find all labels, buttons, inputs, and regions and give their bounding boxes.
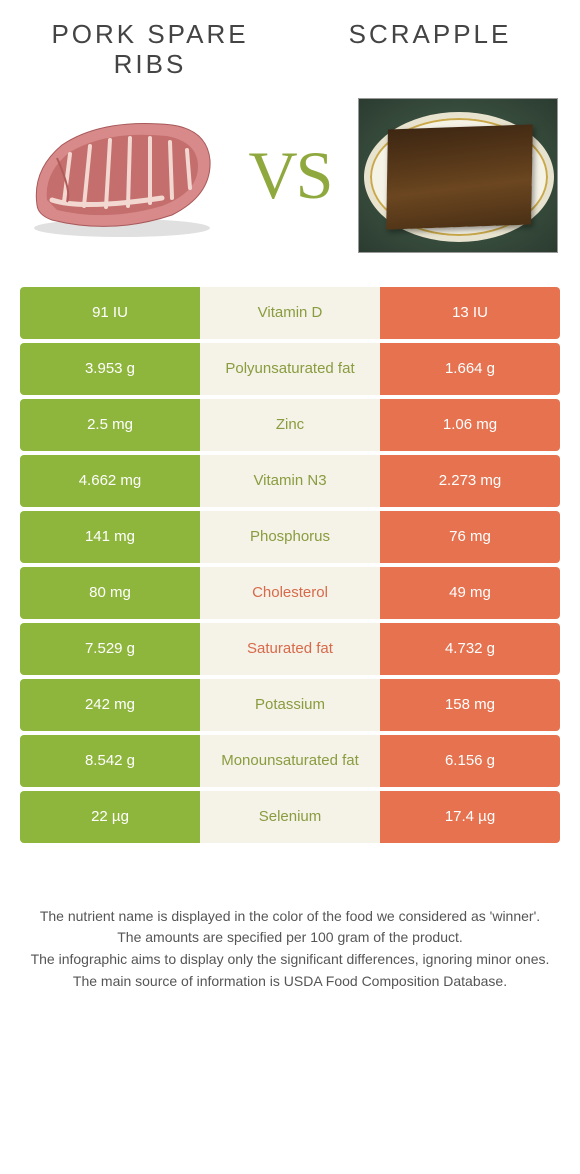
right-value: 4.732 g [380, 623, 560, 675]
left-value: 8.542 g [20, 735, 200, 787]
left-food-image [22, 98, 222, 253]
table-row: 7.529 gSaturated fat4.732 g [20, 623, 560, 675]
right-value: 1.664 g [380, 343, 560, 395]
nutrient-label: Phosphorus [200, 511, 380, 563]
nutrient-label: Polyunsaturated fat [200, 343, 380, 395]
left-value: 7.529 g [20, 623, 200, 675]
nutrient-label: Potassium [200, 679, 380, 731]
table-row: 91 IUVitamin D13 IU [20, 287, 560, 339]
right-value: 49 mg [380, 567, 560, 619]
scrapple-icon [358, 98, 558, 253]
left-food-title: PORK SPARE RIBS [30, 20, 270, 80]
right-value: 17.4 µg [380, 791, 560, 843]
left-value: 80 mg [20, 567, 200, 619]
footer-notes: The nutrient name is displayed in the co… [0, 847, 580, 991]
left-value: 2.5 mg [20, 399, 200, 451]
nutrient-label: Vitamin D [200, 287, 380, 339]
left-value: 91 IU [20, 287, 200, 339]
images-row: VS [0, 90, 580, 283]
left-value: 3.953 g [20, 343, 200, 395]
table-row: 4.662 mgVitamin N32.273 mg [20, 455, 560, 507]
nutrient-label: Saturated fat [200, 623, 380, 675]
right-value: 158 mg [380, 679, 560, 731]
vs-label: VS [249, 136, 332, 215]
left-value: 242 mg [20, 679, 200, 731]
footer-line: The infographic aims to display only the… [30, 950, 550, 970]
nutrient-label: Vitamin N3 [200, 455, 380, 507]
right-value: 2.273 mg [380, 455, 560, 507]
footer-line: The nutrient name is displayed in the co… [30, 907, 550, 927]
table-row: 3.953 gPolyunsaturated fat1.664 g [20, 343, 560, 395]
table-row: 242 mgPotassium158 mg [20, 679, 560, 731]
right-food-image [358, 98, 558, 253]
footer-line: The amounts are specified per 100 gram o… [30, 928, 550, 948]
nutrient-label: Monounsaturated fat [200, 735, 380, 787]
left-value: 4.662 mg [20, 455, 200, 507]
right-value: 13 IU [380, 287, 560, 339]
right-value: 1.06 mg [380, 399, 560, 451]
footer-line: The main source of information is USDA F… [30, 972, 550, 992]
table-row: 22 µgSelenium17.4 µg [20, 791, 560, 843]
ribs-icon [22, 110, 222, 240]
nutrition-table: 91 IUVitamin D13 IU3.953 gPolyunsaturate… [20, 283, 560, 847]
table-row: 8.542 gMonounsaturated fat6.156 g [20, 735, 560, 787]
table-row: 80 mgCholesterol49 mg [20, 567, 560, 619]
header: PORK SPARE RIBS SCRAPPLE [0, 0, 580, 90]
nutrient-label: Selenium [200, 791, 380, 843]
table-row: 2.5 mgZinc1.06 mg [20, 399, 560, 451]
right-value: 6.156 g [380, 735, 560, 787]
nutrient-label: Zinc [200, 399, 380, 451]
nutrient-label: Cholesterol [200, 567, 380, 619]
left-value: 141 mg [20, 511, 200, 563]
table-row: 141 mgPhosphorus76 mg [20, 511, 560, 563]
left-value: 22 µg [20, 791, 200, 843]
right-value: 76 mg [380, 511, 560, 563]
right-food-title: SCRAPPLE [310, 20, 550, 80]
